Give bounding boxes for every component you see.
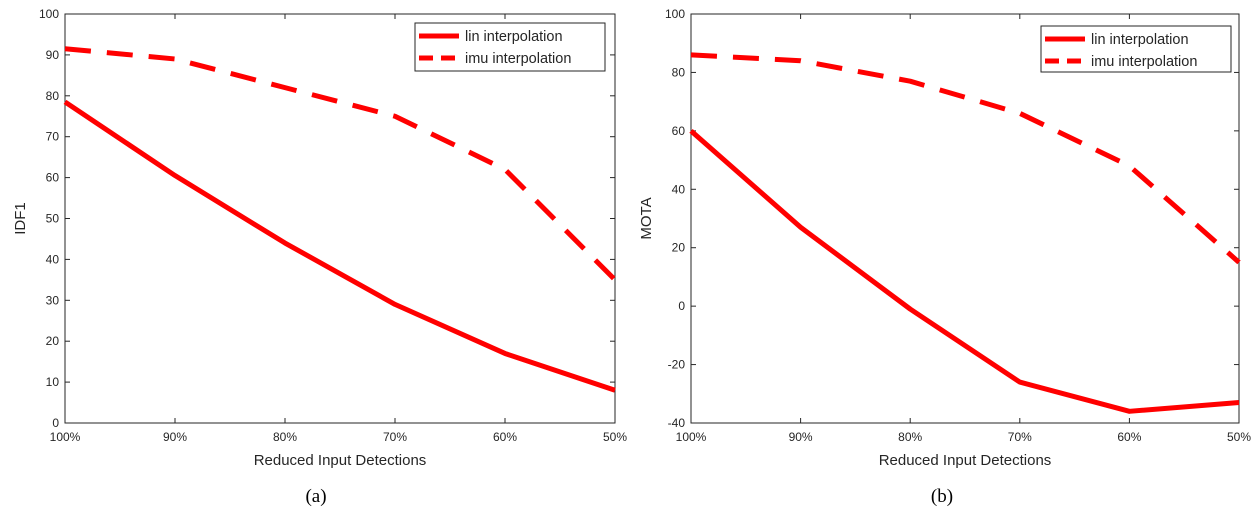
y-tick-label: 0	[52, 416, 59, 430]
y-tick-label: 100	[39, 7, 59, 21]
legend: lin interpolation imu interpolation	[415, 23, 605, 71]
y-tick-label: 40	[46, 252, 60, 266]
y-tick-label: 40	[672, 182, 686, 196]
x-tick-label: 80%	[898, 430, 922, 444]
y-tick-label: 60	[46, 171, 60, 185]
legend-label: lin interpolation	[1091, 32, 1189, 48]
y-axis-label: IDF1	[12, 202, 29, 235]
y-tick-label: 100	[665, 7, 685, 21]
chart-panel-b: -40 -20 0 20 40 60 80 100 100% 90% 80% 70% 60% 50% Red…	[638, 7, 1251, 507]
y-tick-label: 90	[46, 48, 60, 62]
y-tick-label: 80	[46, 89, 60, 103]
y-tick-label: -20	[668, 358, 686, 372]
y-tick-label: 80	[672, 65, 686, 79]
y-tick-label: 30	[46, 293, 60, 307]
y-tick-label: 20	[46, 334, 60, 348]
y-axis-label: MOTA	[638, 197, 655, 239]
y-tick-label: 70	[46, 130, 60, 144]
legend-label: imu interpolation	[465, 51, 571, 67]
series-line-lin-interpolation	[691, 131, 1239, 411]
x-tick-label: 70%	[383, 430, 407, 444]
y-tick-label: 60	[672, 124, 686, 138]
y-tick-label: 0	[678, 299, 685, 313]
x-axis-label: Reduced Input Detections	[254, 452, 427, 469]
series-line-imu-interpolation	[65, 49, 615, 280]
plot-area-frame	[691, 14, 1239, 423]
x-tick-label: 60%	[1117, 430, 1141, 444]
x-tick-label: 90%	[789, 430, 813, 444]
legend: lin interpolation imu interpolation	[1041, 26, 1231, 72]
x-tick-label: 50%	[1227, 430, 1251, 444]
x-tick-label: 80%	[273, 430, 297, 444]
legend-label: imu interpolation	[1091, 54, 1197, 70]
chart-panel-a: 0 10 20 30 40 50 60 70 80 90 100 100% 90% 80% 70% 60% 50…	[12, 7, 627, 507]
x-tick-label: 50%	[603, 430, 627, 444]
x-tick-label: 70%	[1008, 430, 1032, 444]
series-line-lin-interpolation	[65, 102, 615, 390]
x-axis-label: Reduced Input Detections	[879, 452, 1052, 469]
y-tick-label: 20	[672, 241, 686, 255]
figure-caption: (a)	[305, 486, 326, 507]
x-tick-label: 100%	[50, 430, 81, 444]
x-tick-label: 60%	[493, 430, 517, 444]
y-tick-label: -40	[668, 416, 686, 430]
series-line-imu-interpolation	[691, 55, 1239, 262]
x-tick-label: 90%	[163, 430, 187, 444]
x-tick-label: 100%	[676, 430, 707, 444]
y-tick-label: 10	[46, 375, 60, 389]
legend-label: lin interpolation	[465, 29, 563, 45]
figure-caption: (b)	[931, 486, 953, 507]
y-tick-label: 50	[46, 212, 60, 226]
